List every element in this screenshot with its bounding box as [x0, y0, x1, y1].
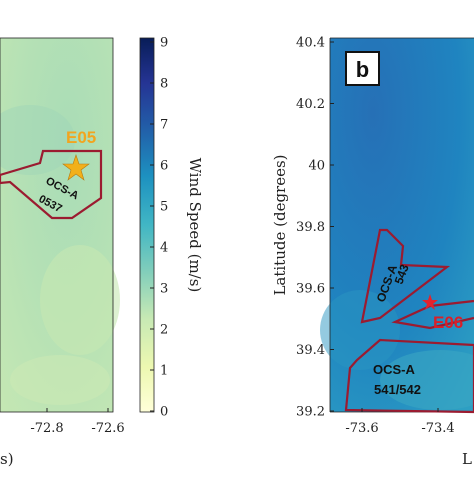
- lease-outline-543: [360, 228, 451, 324]
- panel-badge: [345, 51, 380, 86]
- lease-outline-541-542: [344, 338, 474, 414]
- site-label-e06: E06: [433, 313, 463, 332]
- colorbar-scale: [139, 37, 155, 413]
- colorbar-tick-label: 5: [160, 200, 168, 215]
- colorbar-tick-label: 0: [160, 405, 168, 420]
- lease-number-543: 543: [392, 262, 412, 286]
- site-label-e05: E05: [66, 128, 96, 147]
- panel-b-y-tick-label: 40.2: [296, 97, 325, 112]
- panel-b-y-tick-label: 39.6: [296, 282, 325, 297]
- panel-b-y-ticks: 40.4 40.2 40 39.8 39.6 39.4 39.2: [296, 36, 334, 420]
- colorbar-tick-label: 8: [160, 77, 168, 92]
- colorbar-ticks: 9 8 7 6 5 4 3 2 1 0: [150, 36, 168, 420]
- lease-outline-fragment: [391, 299, 474, 330]
- star-icon: [422, 294, 438, 310]
- panel-b-y-tick-label: 40.4: [296, 36, 325, 51]
- panel-b: b OCS-A 543 OCS-A 541/542 E06 40.440.240…: [271, 36, 474, 468]
- colorbar-tick-label: 4: [160, 241, 168, 256]
- panel-a-x-label: s): [0, 450, 14, 468]
- panel-b-y-tick-label: 39.2: [296, 405, 325, 420]
- lease-outline-0537: [0, 149, 103, 220]
- panel-b-x-tick-1: -73.4: [421, 421, 454, 436]
- star-icon: [62, 154, 90, 181]
- colorbar-tick-label: 2: [160, 323, 168, 338]
- panel-b-y-tick-label: 40: [308, 159, 325, 174]
- panel-b-x-label: L: [462, 450, 472, 468]
- colorbar-tick-label: 7: [160, 118, 168, 133]
- panel-a-x-tick-0: -72.8: [30, 421, 63, 436]
- colorbar-tick-label: 1: [160, 364, 168, 379]
- colorbar-label: Wind Speed (m/s): [186, 158, 204, 293]
- panel-a-x-tick-1: -72.6: [91, 421, 124, 436]
- lease-number-541-542: 541/542: [374, 382, 421, 397]
- panel-b-x-tick-0: -73.6: [345, 421, 378, 436]
- panel-b-y-tick-label: 39.8: [296, 220, 325, 235]
- panel-b-y-tick-label: 39.4: [296, 343, 325, 358]
- lease-name-541-542: OCS-A: [373, 362, 416, 377]
- colorbar-tick-label: 3: [160, 282, 168, 297]
- panel-badge-label: b: [356, 57, 369, 82]
- colorbar-tick-label: 6: [160, 159, 168, 174]
- colorbar-tick-label: 9: [160, 36, 168, 51]
- panel-a: OCS-A 0537 E05 -72.8 -72.6 s): [0, 37, 125, 468]
- colorbar: 9 8 7 6 5 4 3 2 1 0 Wind Speed (m/s): [139, 36, 204, 420]
- panel-b-y-label: Latitude (degrees): [271, 154, 289, 295]
